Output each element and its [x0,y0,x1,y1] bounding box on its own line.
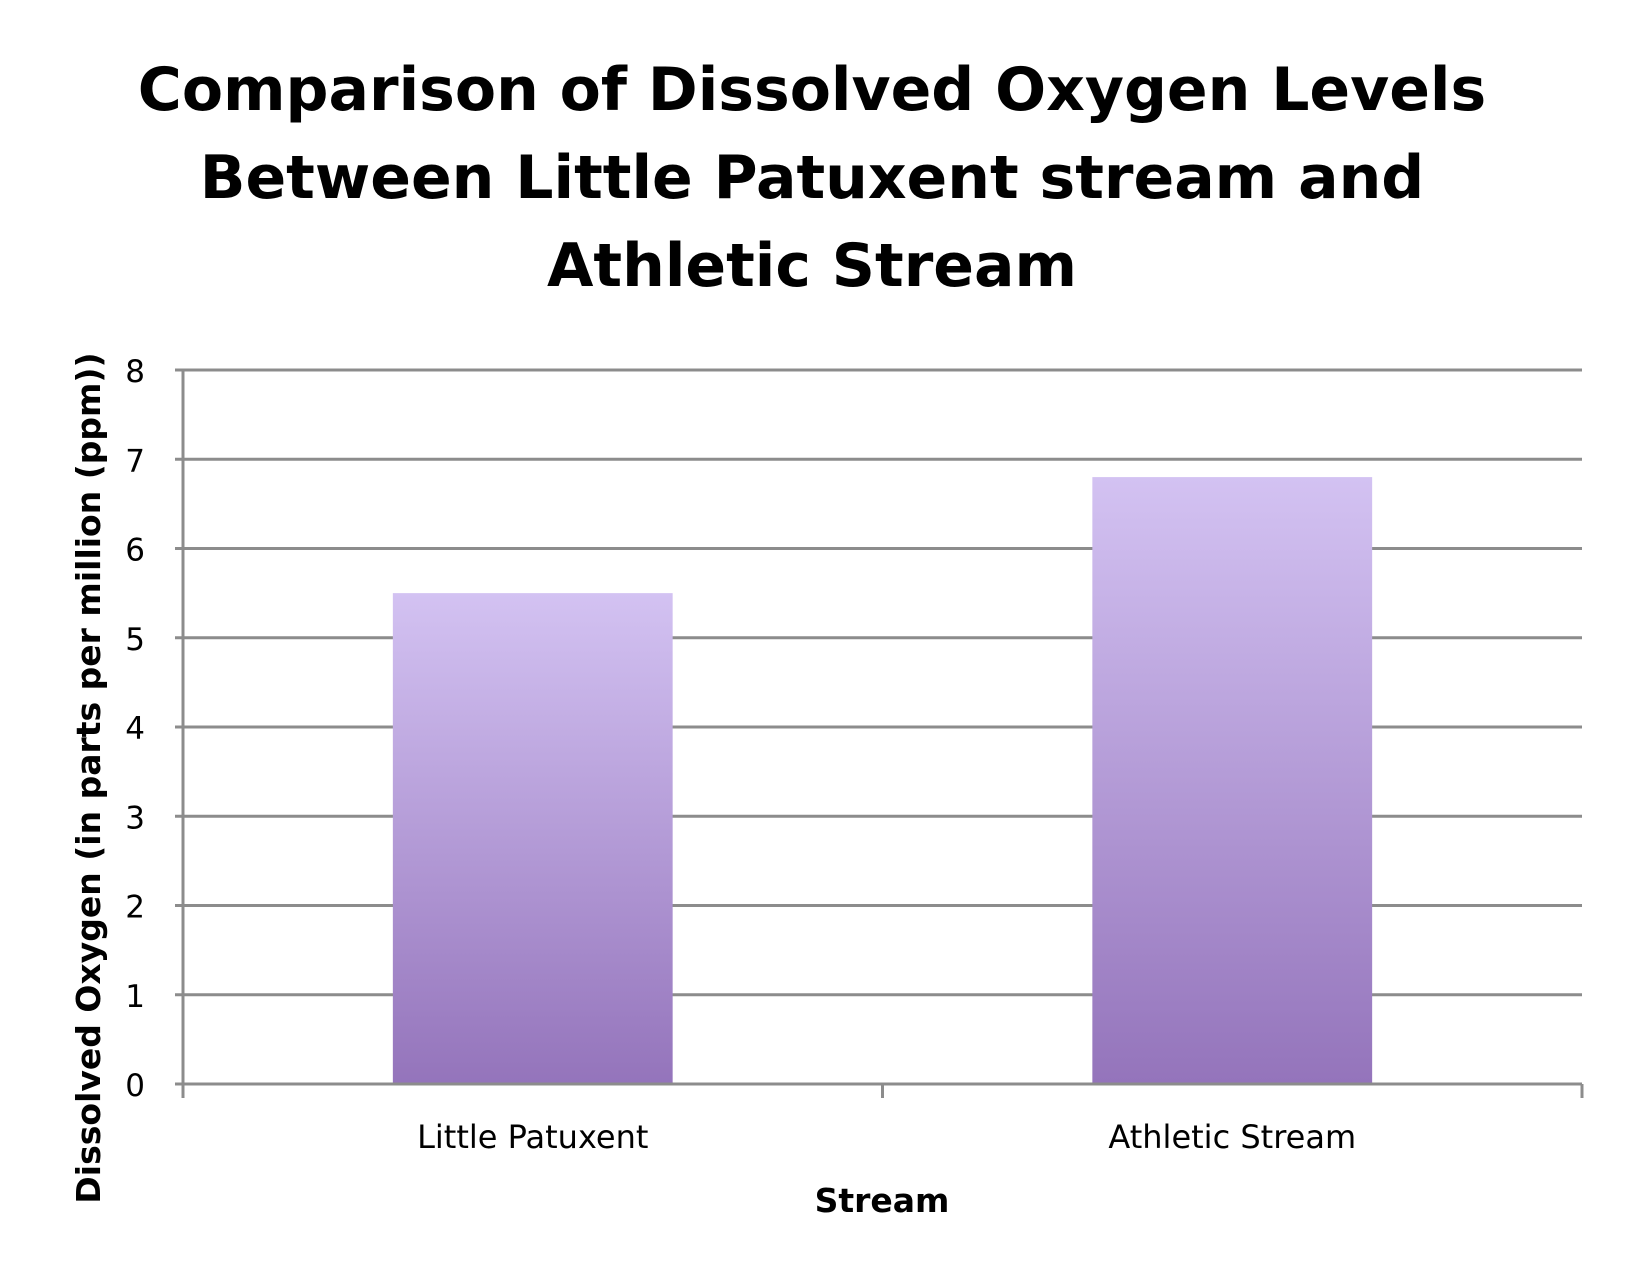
chart-title-line-1: Comparison of Dissolved Oxygen Levels [138,55,1486,125]
chart-title: Comparison of Dissolved Oxygen Levels Be… [138,55,1486,301]
y-tick-label-0: 0 [125,1068,145,1104]
bar-little-patuxent [392,593,673,1084]
x-category-labels: Little Patuxent Athletic Stream [417,1118,1356,1156]
bars [392,477,1373,1085]
bar-athletic-stream [1092,477,1373,1085]
y-axis-title: Dissolved Oxygen (in parts per million (… [69,352,108,1203]
y-tick-label-5: 5 [125,622,145,658]
y-tick-label-6: 6 [125,533,145,569]
axes [181,370,1584,1098]
y-tick-labels: 0 1 2 3 4 5 6 7 8 [125,354,145,1104]
y-tick-label-4: 4 [125,711,145,747]
y-tick-label-2: 2 [125,890,145,926]
y-tick-label-8: 8 [125,354,145,390]
y-tick-label-7: 7 [125,443,145,479]
x-category-label-0: Little Patuxent [417,1118,648,1156]
x-axis-title: Stream [815,1181,950,1220]
chart-title-line-2: Between Little Patuxent stream and [200,143,1425,213]
y-tick-label-3: 3 [125,800,145,836]
y-tick-label-1: 1 [125,979,145,1015]
chart-title-line-3: Athletic Stream [547,231,1077,301]
x-category-label-1: Athletic Stream [1108,1118,1356,1156]
